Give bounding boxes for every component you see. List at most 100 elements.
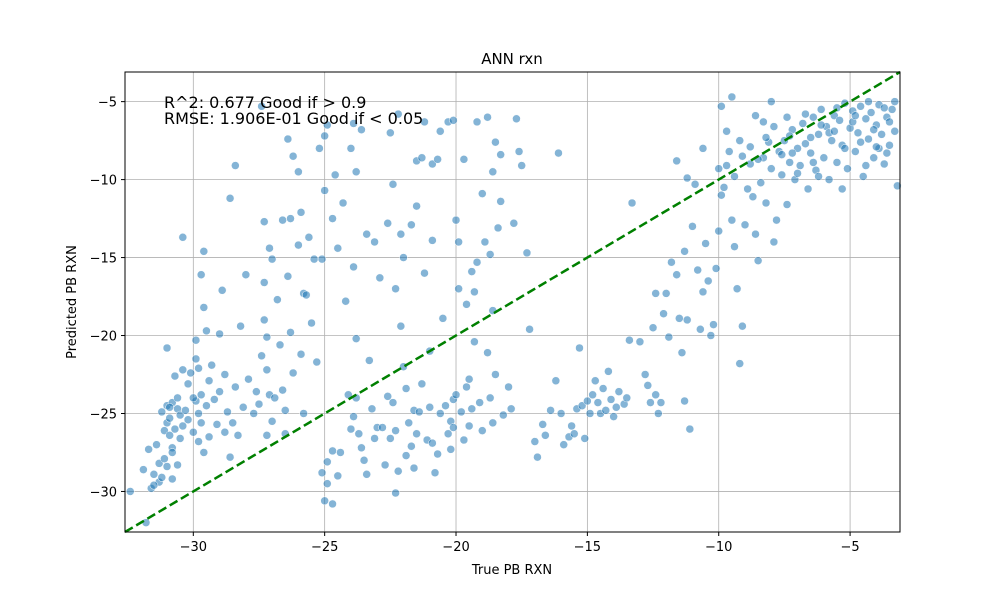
data-point: [858, 172, 868, 181]
data-point: [386, 434, 395, 443]
data-point: [651, 390, 660, 400]
data-point: [157, 407, 167, 417]
data-point: [362, 470, 371, 479]
data-point: [866, 108, 876, 117]
data-point: [580, 434, 589, 443]
data-point: [412, 429, 421, 439]
data-point: [196, 418, 206, 428]
data-point: [399, 253, 408, 262]
data-point: [357, 443, 366, 453]
data-point: [194, 364, 203, 373]
data-point: [777, 170, 787, 180]
data-point: [475, 398, 484, 407]
data-point: [299, 409, 308, 418]
data-point: [830, 127, 839, 136]
data-point: [538, 420, 547, 429]
data-point: [225, 194, 235, 203]
data-point: [738, 151, 747, 161]
data-point: [417, 379, 427, 389]
data-point: [887, 105, 897, 114]
data-point: [837, 184, 847, 194]
data-point: [288, 151, 298, 161]
data-point: [401, 451, 411, 460]
data-point: [323, 457, 332, 467]
data-point: [609, 412, 618, 421]
data-point: [267, 254, 277, 264]
data-point: [296, 208, 306, 217]
data-point: [202, 326, 211, 336]
data-point: [769, 122, 779, 131]
data-point: [714, 164, 723, 173]
data-point: [698, 144, 708, 153]
data-point: [688, 222, 697, 231]
data-point: [496, 150, 505, 159]
data-point: [178, 233, 188, 242]
data-point: [890, 97, 899, 106]
data-point: [788, 148, 797, 158]
data-point: [170, 371, 180, 381]
data-point: [667, 257, 676, 267]
data-point: [257, 102, 266, 111]
data-point: [795, 161, 805, 170]
data-point: [512, 114, 521, 124]
data-point: [380, 460, 390, 470]
data-point: [404, 418, 413, 428]
data-point: [168, 474, 177, 484]
data-point: [317, 468, 327, 477]
data-point: [462, 382, 471, 392]
data-point: [186, 368, 195, 378]
data-point: [809, 112, 818, 122]
data-point: [719, 183, 729, 192]
data-point: [333, 243, 343, 253]
y-tick-label: −25: [90, 407, 117, 422]
data-point: [793, 169, 802, 178]
data-point: [265, 243, 274, 253]
data-point: [569, 429, 579, 439]
data-point: [449, 423, 458, 432]
data-point: [283, 272, 293, 281]
data-point: [414, 407, 424, 417]
data-point: [722, 161, 731, 170]
data-point: [882, 148, 892, 158]
data-point: [281, 406, 290, 415]
data-point: [433, 449, 442, 459]
data-point: [614, 387, 624, 396]
data-point: [328, 214, 337, 223]
data-point: [370, 237, 379, 247]
data-point: [323, 479, 332, 488]
data-point: [338, 198, 348, 208]
data-point: [730, 172, 739, 181]
data-point: [396, 321, 406, 331]
data-point: [217, 286, 227, 295]
data-point: [467, 267, 477, 276]
data-point: [640, 370, 650, 379]
data-point: [604, 367, 613, 376]
data-point: [601, 406, 611, 415]
data-point: [485, 250, 495, 259]
data-point: [472, 257, 482, 267]
data-point: [709, 320, 718, 329]
data-point: [588, 390, 597, 400]
data-point: [309, 254, 319, 264]
data-point: [701, 239, 710, 248]
x-tick-label: −30: [180, 540, 207, 555]
data-point: [349, 262, 358, 272]
data-point: [173, 460, 182, 470]
data-point: [551, 376, 561, 385]
data-point: [178, 421, 188, 431]
data-point: [393, 109, 403, 119]
data-point: [152, 440, 161, 449]
data-point: [706, 331, 716, 340]
data-point: [189, 393, 198, 403]
data-point: [165, 431, 174, 440]
data-point: [801, 139, 810, 148]
data-point: [546, 406, 555, 415]
data-point: [438, 314, 448, 323]
data-point: [717, 190, 726, 200]
data-point: [517, 161, 526, 170]
data-point: [346, 424, 356, 434]
data-point: [449, 116, 458, 125]
data-point: [199, 247, 209, 256]
data-point: [365, 356, 374, 365]
data-point: [625, 335, 634, 345]
